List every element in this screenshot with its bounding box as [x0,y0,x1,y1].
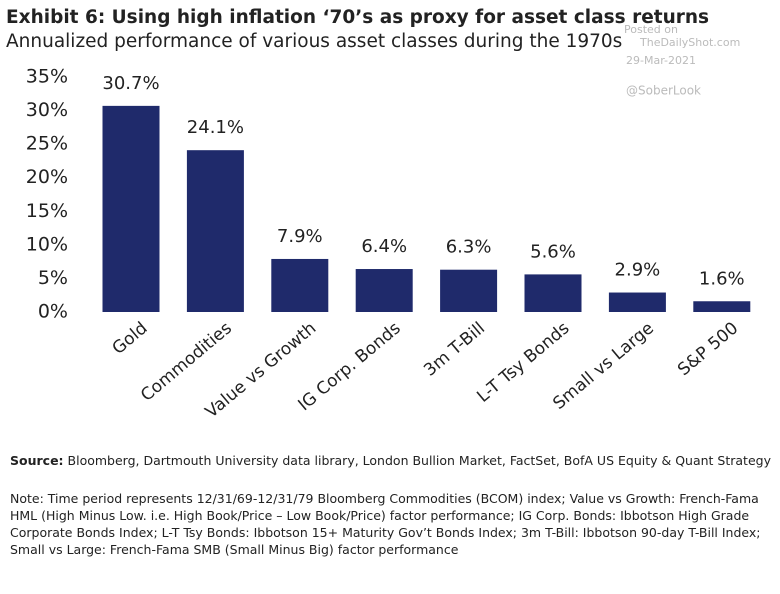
bar [102,105,160,312]
y-tick-label: 15% [26,200,68,222]
value-label: 1.6% [699,268,745,289]
source-text: Bloomberg, Dartmouth University data lib… [67,453,771,468]
source: Source: Bloomberg, Dartmouth University … [10,452,772,469]
bar [271,258,329,312]
watermark: TheDailyShot.com [639,36,740,49]
y-tick-label: 25% [26,133,68,155]
x-tick-label: S&P 500 [674,318,742,380]
watermark: 29-Mar-2021 [626,54,696,67]
bar [186,150,244,312]
bar [355,269,413,312]
value-label: 6.4% [361,236,407,257]
note: Note: Time period represents 12/31/69-12… [10,491,761,557]
x-tick-label: 3m T-Bill [420,318,489,380]
watermark: Posted on [624,23,678,36]
bar [440,269,498,312]
x-tick-label: Gold [109,318,152,358]
y-tick-label: 5% [38,267,68,289]
value-label: 7.9% [277,226,323,247]
watermark: @SoberLook [626,84,701,98]
value-label: 5.6% [530,241,576,262]
chart-subtitle: Annualized performance of various asset … [6,31,622,52]
chart: Exhibit 6: Using high inflation ‘70’s as… [6,7,751,422]
y-tick-label: 0% [38,301,68,323]
y-tick-label: 30% [26,99,68,121]
bar [524,274,582,312]
value-label: 30.7% [102,73,159,94]
source-label: Source: [10,453,64,468]
y-tick-label: 20% [26,166,68,188]
y-tick-label: 10% [26,233,68,255]
value-label: 24.1% [187,117,244,138]
value-label: 2.9% [615,260,661,281]
bar [608,292,666,312]
y-tick-label: 35% [26,66,68,88]
bar [693,301,751,312]
chart-title: Exhibit 6: Using high inflation ‘70’s as… [6,7,709,28]
value-label: 6.3% [446,237,492,258]
